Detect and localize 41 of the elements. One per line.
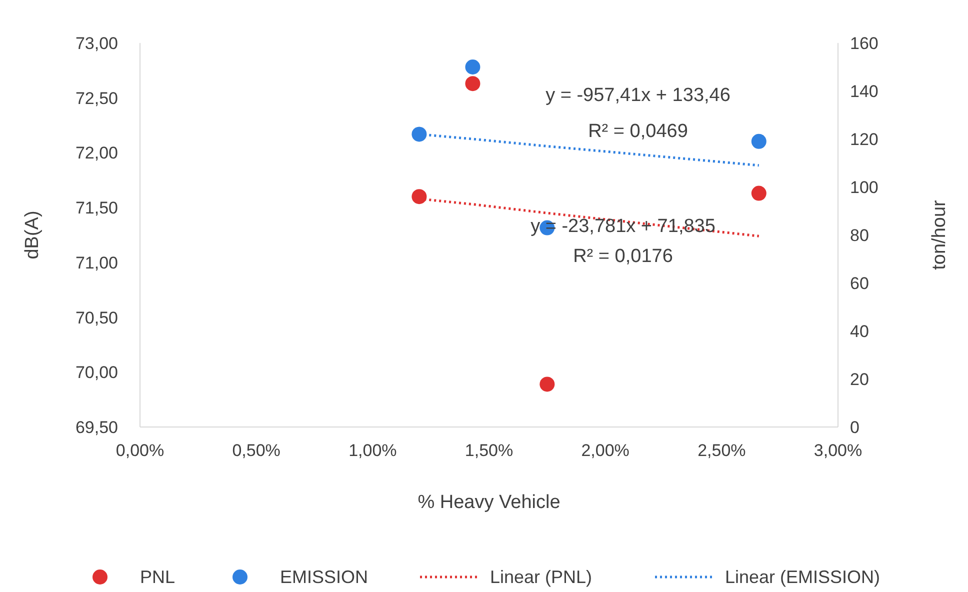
legend-label: Linear (EMISSION) xyxy=(725,567,880,587)
y2-tick-label: 160 xyxy=(850,34,878,53)
legend-label: EMISSION xyxy=(280,567,368,587)
legend-label: PNL xyxy=(140,567,176,587)
y2-tick-label: 0 xyxy=(850,418,860,437)
y-tick-label: 69,50 xyxy=(75,418,118,437)
x-tick-label: 2,00% xyxy=(581,441,630,460)
x-tick-label: 2,50% xyxy=(698,441,746,460)
point xyxy=(540,376,555,392)
y2-tick-label: 120 xyxy=(850,130,878,149)
y-tick-label: 72,00 xyxy=(75,144,118,163)
point xyxy=(465,76,480,92)
point xyxy=(465,60,480,74)
point xyxy=(412,189,427,204)
x-tick-label: 3,00% xyxy=(814,441,862,460)
y-tick-label: 72,50 xyxy=(75,88,118,108)
x-tick-label: 0,00% xyxy=(116,441,164,460)
x-axis-title: % Heavy Vehicle xyxy=(418,492,560,513)
y2-tick-label: 100 xyxy=(850,178,878,197)
x-tick-label: 1,00% xyxy=(348,441,397,460)
point xyxy=(751,134,766,149)
y-tick-label: 70,00 xyxy=(75,363,118,382)
x-tick-label: 0,50% xyxy=(232,441,280,460)
y-tick-label: 71,00 xyxy=(75,253,118,272)
y-tick-label: 71,50 xyxy=(75,198,118,218)
point xyxy=(751,186,766,201)
annotation: R² = 0,0176 xyxy=(573,246,673,267)
legend-label: Linear (PNL) xyxy=(490,567,592,587)
point xyxy=(412,126,427,142)
y2-axis-title: ton/hour xyxy=(929,199,950,270)
y-axis-title: dB(A) xyxy=(22,210,43,260)
y2-tick-label: 20 xyxy=(850,370,869,389)
y2-tick-label: 80 xyxy=(850,226,869,245)
y2-tick-label: 60 xyxy=(850,274,869,293)
annotation: R² = 0,0469 xyxy=(588,121,688,142)
y-tick-label: 73,00 xyxy=(75,34,118,53)
x-tick-label: 1,50% xyxy=(464,441,514,460)
annotation: y = -957,41x + 133,46 xyxy=(546,85,730,106)
y-tick-label: 70,50 xyxy=(75,308,118,328)
y2-tick-label: 40 xyxy=(850,322,869,341)
y2-tick-label: 140 xyxy=(850,82,878,101)
